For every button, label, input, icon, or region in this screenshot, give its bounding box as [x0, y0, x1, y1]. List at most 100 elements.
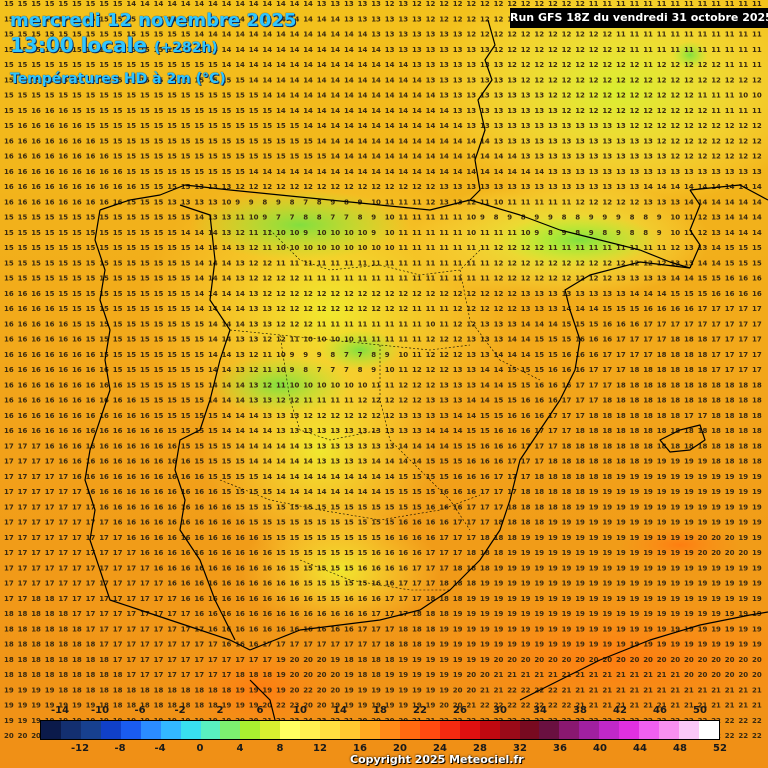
grid-row-labels: 16 16 16 16 15 15 15 15 15 15 15 15 15 15 14 14 14 14 13 13… [4, 305, 762, 313]
forecast-date: mercredi 12 novembre 2025 [10, 10, 297, 31]
legend-swatch [260, 721, 281, 739]
legend-swatch [120, 721, 141, 739]
legend-swatch [459, 721, 480, 739]
legend-bottom-label: 4 [236, 743, 244, 754]
grid-row-labels: 18 18 18 18 18 17 17 17 17 17 17 17 17 17 16 16 16 16 16 16… [4, 610, 762, 618]
legend-top-label: -10 [90, 705, 110, 716]
legend-bottom-label: 0 [196, 743, 204, 754]
grid-row-labels: 16 16 16 16 16 15 15 15 15 15 15 15 15 15 15 14 14 14 13 13… [4, 320, 762, 328]
legend-top-label: -14 [50, 705, 70, 716]
legend-top-label: 22 [413, 705, 427, 716]
forecast-time: 13:00 locale (+282h) [10, 33, 218, 57]
legend-swatch [679, 721, 699, 739]
legend-swatch [479, 721, 500, 739]
grid-row-labels: 16 16 16 16 16 16 16 16 16 16 16 15 15 15 15 15 14 14 14 13… [4, 412, 762, 420]
legend-swatch [340, 721, 360, 739]
grid-row-labels: 17 17 17 17 17 17 16 16 16 16 16 16 16 16 16 16 15 15 15 15… [4, 488, 762, 496]
grid-row-labels: 17 17 17 17 17 17 17 17 17 17 16 16 16 16 16 16 16 16 16 16… [4, 549, 762, 557]
legend-swatch [220, 721, 241, 739]
grid-row-labels: 18 18 18 18 18 18 17 17 17 17 17 17 17 17 17 16 16 16 16 16… [4, 625, 762, 633]
grid-row-labels: 16 16 16 16 16 16 16 16 16 16 15 15 15 15 13 13 13 12 12 12… [4, 183, 762, 191]
grid-row-labels: 18 18 18 18 18 18 18 17 17 17 17 17 17 17 17 17 16 16 16 17… [4, 641, 762, 649]
legend-swatch [419, 721, 440, 739]
legend-swatch [360, 721, 380, 739]
grid-row-labels: 17 17 17 16 16 16 16 16 16 16 16 16 16 15 15 15 15 14 14 14… [4, 442, 762, 450]
legend-bottom-label: 20 [393, 743, 407, 754]
legend-top-label: 6 [256, 705, 264, 716]
grid-row-labels: 15 15 15 15 15 15 15 15 15 15 15 15 15 15 15 15 15 15 14 14… [4, 76, 762, 84]
legend-bottom-label: 52 [713, 743, 727, 754]
legend-bottom-label: 48 [673, 743, 687, 754]
legend-swatch [280, 721, 301, 739]
grid-row-labels: 15 15 15 15 15 15 15 15 15 15 15 15 15 15 14 14 14 13 12 12… [4, 259, 762, 267]
grid-row-labels: 18 18 18 18 18 18 18 18 18 17 17 17 17 17 17 17 17 18 18 18… [4, 671, 762, 679]
grid-row-labels: 16 16 16 16 16 16 16 15 15 15 15 15 15 15 15 15 15 15 15 15… [4, 137, 762, 145]
legend-swatch [519, 721, 540, 739]
grid-row-labels: 16 16 16 16 16 16 15 15 15 15 15 15 15 15 15 14 14 13 13 12… [4, 336, 762, 344]
legend-top-label: 42 [613, 705, 627, 716]
legend-top-label: 10 [293, 705, 307, 716]
legend-bottom-label: 12 [313, 743, 327, 754]
legend-bottom-label: 28 [473, 743, 487, 754]
grid-row-labels: 16 16 16 15 15 15 15 15 15 15 15 15 15 15 14 14 14 14 13 12… [4, 290, 762, 298]
legend-swatch [399, 721, 420, 739]
legend-bottom-label: 8 [276, 743, 284, 754]
legend-bottom-label: 32 [513, 743, 527, 754]
legend-swatch [379, 721, 400, 739]
grid-row-labels: 16 16 16 16 16 16 16 15 15 15 15 15 15 15 15 14 14 13 12 11… [4, 351, 762, 359]
copyright-text: Copyright 2025 Meteociel.fr [350, 753, 524, 766]
color-scale-legend [40, 720, 720, 740]
legend-top-label: 34 [533, 705, 547, 716]
grid-row-labels: 17 17 17 17 17 17 17 17 16 16 16 16 16 16 16 16 16 16 15 15… [4, 519, 762, 527]
legend-top-label: 38 [573, 705, 587, 716]
temperature-grid-labels: 15 15 15 15 15 15 15 15 15 14 14 14 14 14 14 14 14 14 14 14… [4, 0, 762, 740]
legend-swatch [320, 721, 341, 739]
legend-top-label: 46 [653, 705, 667, 716]
grid-row-labels: 15 15 15 15 15 15 15 15 15 15 15 15 15 15 14 14 14 13 12 11… [4, 244, 762, 252]
legend-bottom-label: 36 [553, 743, 567, 754]
legend-swatch [180, 721, 201, 739]
legend-bottom-label: 44 [633, 743, 647, 754]
grid-row-labels: 16 16 16 16 16 16 16 16 15 15 15 15 15 15 15 15 15 15 15 15… [4, 153, 762, 161]
grid-row-labels: 15 15 16 16 16 15 15 15 15 15 15 15 15 15 15 15 15 15 15 15… [4, 107, 762, 115]
legend-swatch [240, 721, 261, 739]
grid-row-labels: 15 15 15 15 15 15 15 15 15 15 15 15 15 14 14 14 13 12 11 11… [4, 229, 762, 237]
grid-row-labels: 15 15 15 15 15 15 15 15 15 15 15 15 15 15 14 14 14 13 12 12… [4, 275, 762, 283]
grid-row-labels: 15 15 15 15 15 15 15 15 15 15 15 15 15 15 14 13 13 11 10 9 7… [4, 214, 762, 222]
legend-bottom-label: 16 [353, 743, 367, 754]
legend-top-label: 26 [453, 705, 467, 716]
legend-swatch [698, 721, 719, 739]
grid-row-labels: 15 15 15 15 15 15 15 15 15 15 15 15 15 15 15 15 14 14 14 14… [4, 61, 762, 69]
legend-swatch [499, 721, 520, 739]
legend-swatch [599, 721, 620, 739]
grid-row-labels: 17 17 17 17 16 16 16 16 16 16 16 16 16 16 15 15 15 15 14 14… [4, 458, 762, 466]
legend-swatch [639, 721, 660, 739]
legend-swatch [160, 721, 181, 739]
legend-top-label: 18 [373, 705, 387, 716]
grid-row-labels: 15 15 15 15 15 15 15 15 15 15 15 15 15 15 15 14 14 14 14 14… [4, 46, 762, 54]
parameter-title: Températures HD à 2m (°C) [10, 71, 226, 87]
legend-swatch [619, 721, 640, 739]
legend-bottom-label: -12 [70, 743, 90, 754]
grid-row-labels: 16 16 16 16 16 16 16 16 16 15 15 15 15 15 15 14 14 14 13 12… [4, 381, 762, 389]
grid-row-labels: 16 16 16 16 16 16 16 16 16 15 15 15 15 15 15 15 15 15 14 14… [4, 168, 762, 176]
region-borders [219, 229, 541, 591]
grid-row-labels: 17 17 17 17 17 17 17 16 16 16 16 16 16 16 16 16 16 15 15 15… [4, 503, 762, 511]
grid-row-labels: 15 15 15 15 15 15 15 15 15 14 14 14 14 14 14 14 14 14 14 14… [4, 0, 762, 8]
legend-bottom-label: 24 [433, 743, 447, 754]
grid-row-labels: 15 16 16 16 16 16 15 15 15 15 15 15 15 15 15 15 15 15 15 15… [4, 122, 762, 130]
forecast-lead-time: (+282h) [153, 40, 218, 56]
legend-swatch [579, 721, 600, 739]
legend-top-label: 30 [493, 705, 507, 716]
legend-top-label: 14 [333, 705, 347, 716]
legend-swatch [200, 721, 221, 739]
grid-row-labels: 16 16 16 16 16 16 16 16 15 15 15 15 15 15 15 14 14 13 12 11… [4, 366, 762, 374]
grid-row-labels: 17 17 18 18 17 17 17 17 17 17 17 17 17 16 16 16 16 16 16 16… [4, 595, 762, 603]
country-borders [84, 19, 768, 721]
legend-swatch [80, 721, 101, 739]
grid-row-labels: 15 15 15 15 15 15 15 15 15 15 15 15 15 15 14 14 14 14 14 14… [4, 31, 762, 39]
legend-bottom-label: -8 [114, 743, 126, 754]
grid-row-labels: 16 16 16 16 16 16 16 16 16 16 15 15 15 15 15 14 14 14 13 13… [4, 397, 762, 405]
